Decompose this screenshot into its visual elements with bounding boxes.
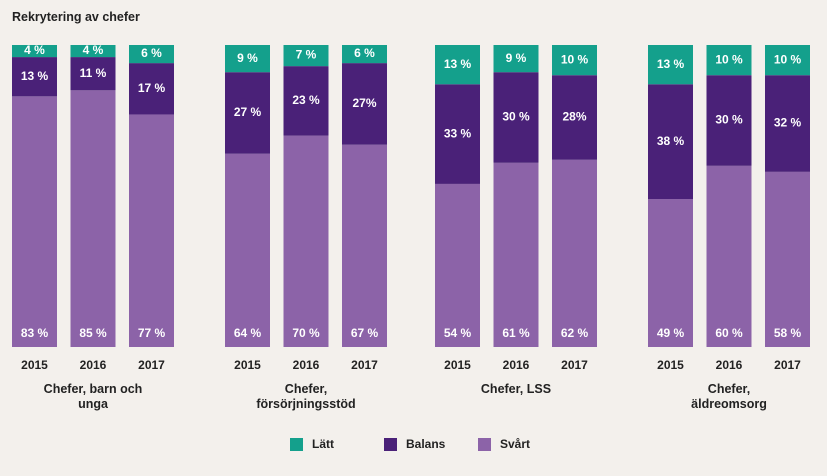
bar-segment <box>225 45 270 73</box>
x-tick-label: 2016 <box>80 358 107 372</box>
x-tick-label: 2016 <box>716 358 743 372</box>
x-axis-label: Chefer, LSS <box>480 382 552 396</box>
bar-segment <box>493 162 539 347</box>
x-tick-label: 2017 <box>351 358 378 372</box>
legend-swatch <box>478 438 491 451</box>
value-label: 13 % <box>657 57 685 71</box>
bar-segment <box>552 45 597 76</box>
value-label: 30 % <box>715 113 743 127</box>
value-label: 77 % <box>138 326 166 340</box>
value-label: 60 % <box>715 326 743 340</box>
bar-segment <box>70 90 116 348</box>
value-label: 10 % <box>715 52 743 66</box>
legend-label: Balans <box>406 437 446 451</box>
bar-segment <box>435 45 480 85</box>
legend-label: Svårt <box>500 437 530 451</box>
value-label: 70 % <box>292 326 320 340</box>
bar-segment <box>129 45 174 64</box>
value-label: 9 % <box>237 51 258 65</box>
bar-segment <box>70 57 116 91</box>
value-label: 38 % <box>657 134 685 148</box>
bar-segment <box>435 84 480 184</box>
bar-segment <box>129 63 174 115</box>
bar-segment <box>283 66 329 136</box>
value-label: 30 % <box>502 110 530 124</box>
bar-segment <box>225 153 270 347</box>
value-label: 6 % <box>141 46 162 60</box>
x-tick-label: 2015 <box>21 358 48 372</box>
value-label: 54 % <box>444 326 472 340</box>
bar-segment <box>648 45 693 85</box>
bar-segment <box>706 45 752 76</box>
value-label: 49 % <box>657 326 685 340</box>
value-label: 27 % <box>234 105 262 119</box>
x-tick-label: 2017 <box>774 358 801 372</box>
x-tick-label: 2017 <box>138 358 165 372</box>
value-label: 62 % <box>561 326 589 340</box>
value-label: 67 % <box>351 326 379 340</box>
x-tick-label: 2016 <box>503 358 530 372</box>
value-label: 10 % <box>561 52 589 66</box>
bar-segment <box>765 75 810 172</box>
value-label: 10 % <box>774 52 802 66</box>
x-tick-label: 2015 <box>234 358 261 372</box>
bar-segment <box>129 114 174 348</box>
x-tick-label: 2015 <box>657 358 684 372</box>
value-label: 9 % <box>506 51 527 65</box>
value-label: 32 % <box>774 116 802 130</box>
bar-segment <box>70 45 116 58</box>
bar-segment <box>765 45 810 76</box>
value-label: 33 % <box>444 126 472 140</box>
bar-segment <box>342 144 387 347</box>
value-label: 7 % <box>296 48 317 62</box>
bar-segment <box>225 72 270 154</box>
value-label: 28% <box>562 110 586 124</box>
value-label: 85 % <box>79 326 107 340</box>
value-label: 4 % <box>24 43 45 57</box>
legend-swatch <box>384 438 397 451</box>
bar-segment <box>283 135 329 347</box>
value-label: 64 % <box>234 326 262 340</box>
value-label: 58 % <box>774 326 802 340</box>
x-axis-label: Chefer, försörjningsstöd <box>256 382 356 411</box>
value-label: 4 % <box>83 43 104 57</box>
bar-segment <box>12 57 57 97</box>
legend-swatch <box>290 438 303 451</box>
value-label: 23 % <box>292 93 320 107</box>
bar-segment <box>493 45 539 73</box>
x-tick-label: 2016 <box>293 358 320 372</box>
bar-segment <box>552 75 597 160</box>
bar-segment <box>648 84 693 200</box>
bar-segment <box>342 45 387 64</box>
bar-segment <box>493 72 539 163</box>
value-label: 13 % <box>21 69 49 83</box>
bar-segment <box>648 199 693 347</box>
x-tick-label: 2015 <box>444 358 471 372</box>
bar-segment <box>283 45 329 67</box>
value-label: 83 % <box>21 326 49 340</box>
x-axis-label: Chefer, äldreomsorg <box>691 382 767 411</box>
bar-segment <box>12 96 57 347</box>
bar-segment <box>706 75 752 166</box>
value-label: 61 % <box>502 326 530 340</box>
value-label: 13 % <box>444 57 472 71</box>
value-label: 11 % <box>80 66 107 80</box>
x-tick-label: 2017 <box>561 358 588 372</box>
x-axis-label: Chefer, barn och unga <box>43 382 143 411</box>
chart-title: Rekrytering av chefer <box>12 10 140 24</box>
bar-segment <box>435 183 480 347</box>
bar-segment <box>706 165 752 347</box>
bar-segment <box>552 159 597 347</box>
bar-segment <box>12 45 57 58</box>
value-label: 27% <box>352 96 376 110</box>
bar-segment <box>765 171 810 347</box>
legend-label: Lätt <box>312 437 334 451</box>
value-label: 6 % <box>354 46 375 60</box>
bar-segment <box>342 63 387 145</box>
value-label: 17 % <box>138 81 166 95</box>
